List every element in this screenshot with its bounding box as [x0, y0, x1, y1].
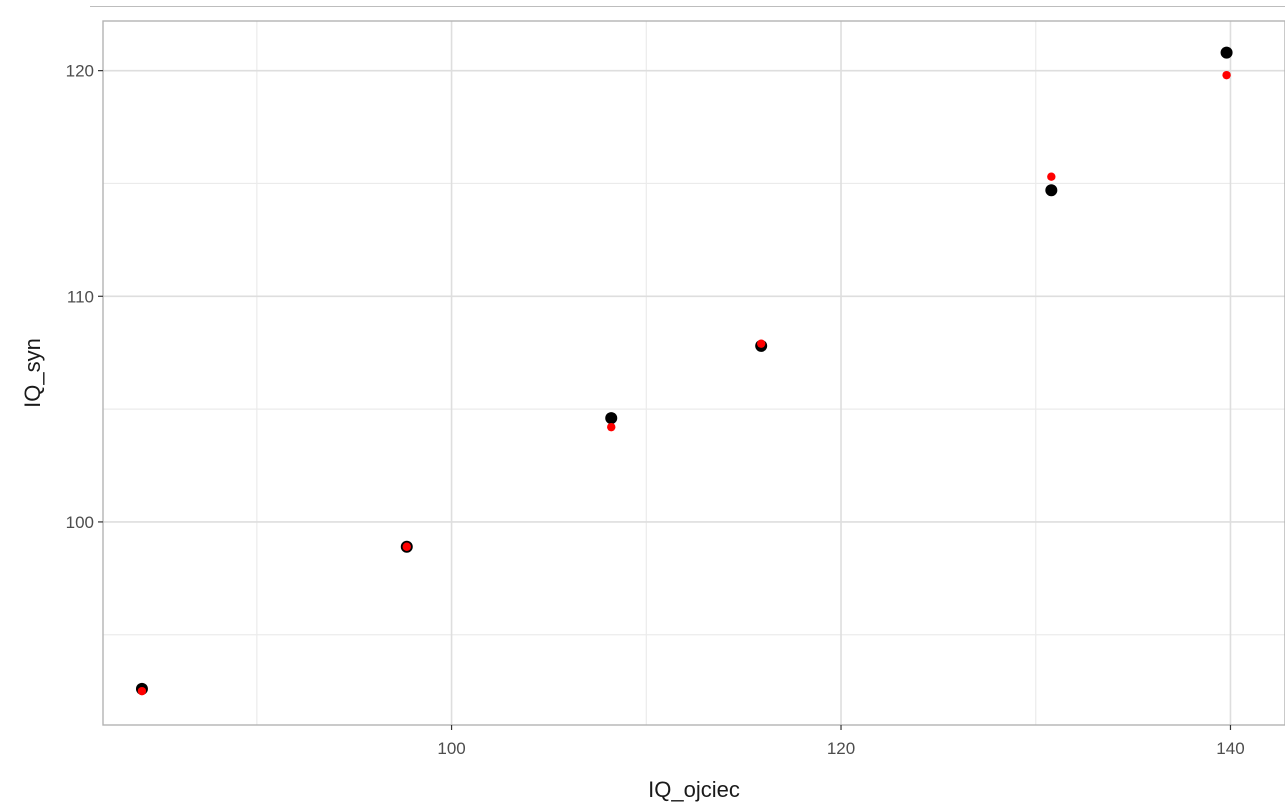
x-tick-label: 100	[437, 739, 465, 758]
data-point	[607, 422, 616, 432]
y-axis-ticks: 100 110 120	[66, 62, 103, 532]
grid	[103, 21, 1285, 725]
y-tick-label: 100	[66, 513, 94, 532]
panel-border	[102, 20, 1285, 726]
data-point	[1222, 70, 1231, 80]
data-point	[756, 339, 766, 348]
x-tick-label: 140	[1216, 739, 1244, 758]
y-tick-label: 110	[67, 287, 94, 306]
points-layer	[135, 46, 1233, 696]
data-point	[137, 686, 147, 696]
data-point	[605, 412, 618, 425]
x-axis-ticks: 100 120 140	[437, 725, 1245, 758]
x-tick-label: 120	[827, 739, 855, 758]
top-divider-line	[90, 6, 1285, 7]
x-axis-title: IQ_ojciec	[648, 777, 740, 802]
data-point	[1047, 172, 1056, 181]
data-point	[1045, 184, 1058, 197]
data-point	[402, 542, 411, 551]
y-axis-title: IQ_syn	[20, 338, 45, 408]
y-tick-label: 120	[66, 62, 94, 81]
data-point	[1220, 46, 1233, 59]
